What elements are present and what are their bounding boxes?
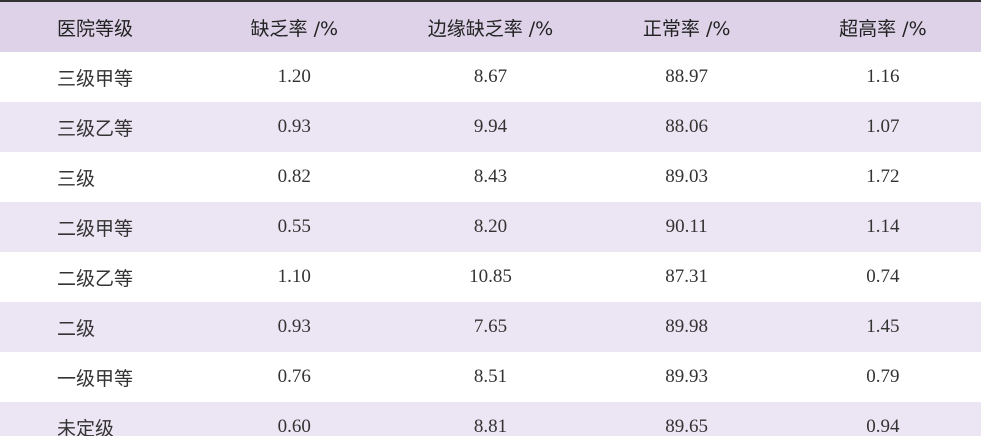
- table-cell: 88.06: [588, 102, 785, 152]
- table-cell: 90.11: [588, 202, 785, 252]
- table-cell: 8.67: [473, 66, 508, 87]
- table-cell: 1.07: [784, 102, 981, 152]
- table-cell: 7.65: [392, 302, 589, 352]
- table-cell: 88.97: [665, 66, 709, 87]
- header-cell: 医院等级: [0, 1, 197, 52]
- table-row: 一级甲等 0.76 8.51 89.93 0.79: [0, 352, 981, 402]
- row-label: 二级乙等: [57, 268, 134, 290]
- table-cell: 10.85: [469, 266, 512, 287]
- table-row: 二级 0.93 7.65 89.98 1.45: [0, 302, 981, 352]
- table-row: 三级乙等 0.93 9.94 88.06 1.07: [0, 102, 981, 152]
- table-cell: 0.55: [196, 202, 393, 252]
- row-label: 三级: [57, 168, 96, 190]
- table-cell: 1.20: [277, 66, 311, 87]
- table-header: 医院等级 缺乏率 /% 边缘缺乏率 /% 正常率 /% 超高率 /%: [0, 1, 981, 52]
- table-cell: 0.93: [196, 302, 393, 352]
- header-cell: 超高率 /%: [784, 1, 981, 52]
- table-cell: 89.93: [665, 366, 709, 387]
- table-cell: 1.10: [277, 266, 311, 287]
- table-cell: 89.03: [665, 166, 709, 187]
- table-cell: 0.94: [784, 402, 981, 436]
- table-cell: 0.93: [196, 102, 393, 152]
- table-cell: 1.16: [866, 66, 900, 87]
- table-cell: 8.51: [473, 366, 508, 387]
- header-cell: 缺乏率 /%: [196, 1, 393, 52]
- row-label: 二级甲等: [0, 202, 197, 252]
- table-row: 三级甲等 1.20 8.67 88.97 1.16: [0, 52, 981, 102]
- table-cell: 87.31: [665, 266, 709, 287]
- table-row: 二级甲等 0.55 8.20 90.11 1.14: [0, 202, 981, 252]
- header-row: 医院等级 缺乏率 /% 边缘缺乏率 /% 正常率 /% 超高率 /%: [0, 1, 981, 52]
- table-cell: 8.81: [392, 402, 589, 436]
- table-cell: 0.60: [196, 402, 393, 436]
- table-cell: 9.94: [392, 102, 589, 152]
- row-label: 未定级: [0, 402, 197, 436]
- table-cell: 0.79: [866, 366, 900, 387]
- header-cell: 边缘缺乏率 /%: [392, 1, 589, 52]
- table-cell: 8.20: [392, 202, 589, 252]
- table-body: 三级甲等 1.20 8.67 88.97 1.16 三级乙等 0.93 9.94 88.06 1.…: [0, 52, 981, 436]
- header-cell: 正常率 /%: [588, 1, 785, 52]
- row-label: 三级甲等: [57, 68, 134, 90]
- table-cell: 1.72: [866, 166, 900, 187]
- table-cell: 0.82: [277, 166, 311, 187]
- row-label: 一级甲等: [57, 368, 134, 390]
- table-cell: 8.43: [473, 166, 508, 187]
- table-cell: 89.65: [588, 402, 785, 436]
- table-row: 二级乙等 1.10 10.85 87.31 0.74: [0, 252, 981, 302]
- table-cell: 1.14: [784, 202, 981, 252]
- table-cell: 1.45: [784, 302, 981, 352]
- table-cell: 89.98: [588, 302, 785, 352]
- table-row: 三级 0.82 8.43 89.03 1.72: [0, 152, 981, 202]
- row-label: 三级乙等: [0, 102, 197, 152]
- row-label: 二级: [0, 302, 197, 352]
- table-cell: 0.74: [866, 266, 900, 287]
- table-cell: 0.76: [277, 366, 311, 387]
- table-row: 未定级 0.60 8.81 89.65 0.94: [0, 402, 981, 436]
